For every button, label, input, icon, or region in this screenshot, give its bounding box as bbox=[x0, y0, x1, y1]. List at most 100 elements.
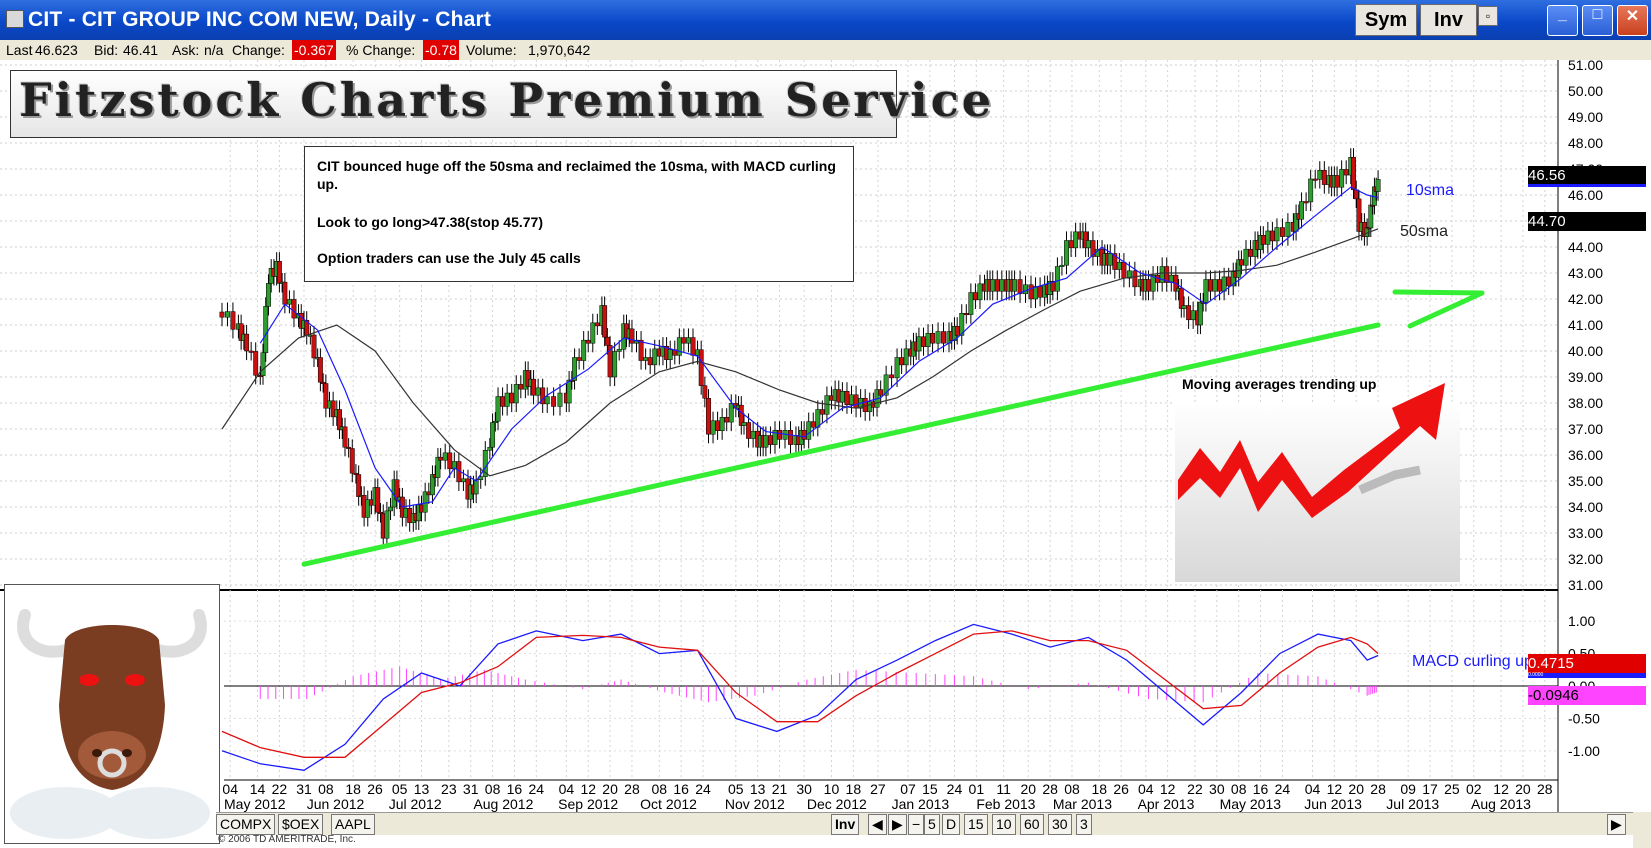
interval-60[interactable]: 60 bbox=[1020, 814, 1044, 835]
candle-body bbox=[972, 292, 978, 301]
date-tick-label: 08 bbox=[318, 781, 334, 797]
candle-body bbox=[1351, 157, 1356, 191]
candle-body bbox=[260, 352, 266, 376]
candle-body bbox=[365, 499, 371, 518]
candle-body bbox=[422, 491, 428, 513]
tab-compx[interactable]: COMPX bbox=[216, 814, 276, 835]
candle-body bbox=[690, 337, 696, 356]
candle-body bbox=[353, 472, 359, 475]
candle-body bbox=[1054, 266, 1060, 292]
tab-aapl[interactable]: AAPL bbox=[331, 814, 375, 835]
price-tick-label: 50.00 bbox=[1568, 83, 1603, 99]
date-tick-label: 22 bbox=[1187, 781, 1203, 797]
date-tick-label: 12 bbox=[1327, 781, 1343, 797]
candle-body bbox=[977, 283, 983, 301]
candle-body bbox=[894, 357, 900, 379]
price-tick-label: 41.00 bbox=[1568, 317, 1603, 333]
candle-body bbox=[681, 337, 687, 344]
date-tick-label: 08 bbox=[485, 781, 501, 797]
candle-body bbox=[746, 422, 752, 439]
candle-body bbox=[442, 452, 448, 461]
candle-body bbox=[576, 357, 582, 361]
hist-value-tag: -0.0946 bbox=[1528, 686, 1646, 705]
candle-body bbox=[378, 511, 383, 514]
candle-body bbox=[777, 430, 782, 440]
last-label: Last bbox=[6, 42, 33, 58]
minimize-icon[interactable]: _ bbox=[1547, 5, 1578, 36]
candle-body bbox=[968, 292, 974, 315]
candle-body bbox=[1012, 279, 1018, 292]
scroll-right-icon[interactable]: ▶ bbox=[888, 814, 907, 835]
inv-button[interactable]: Inv bbox=[1420, 4, 1477, 36]
interval-10[interactable]: 10 bbox=[992, 814, 1016, 835]
date-tick-label: 20 bbox=[1020, 781, 1036, 797]
scroll-end-icon[interactable]: ▶ bbox=[1607, 814, 1626, 835]
candle-body bbox=[819, 409, 825, 415]
sym-button[interactable]: Sym bbox=[1355, 4, 1417, 36]
candle-body bbox=[416, 504, 422, 522]
date-tick-label: 24 bbox=[947, 781, 963, 797]
candle-body bbox=[1121, 261, 1127, 279]
inv-toggle[interactable]: Inv bbox=[831, 814, 860, 835]
candle-body bbox=[702, 385, 708, 399]
candle-body bbox=[1265, 230, 1271, 245]
candle-body bbox=[349, 448, 355, 474]
tab-oex[interactable]: $OEX bbox=[278, 814, 324, 835]
candle-body bbox=[375, 487, 381, 513]
candle-body bbox=[1260, 235, 1266, 245]
candle-body bbox=[585, 339, 591, 344]
interval-d[interactable]: D bbox=[942, 814, 961, 835]
scroll-left-icon[interactable]: ◀ bbox=[868, 814, 887, 835]
candle-body bbox=[903, 348, 909, 366]
chart-app-icon bbox=[6, 10, 24, 28]
candle-body bbox=[801, 430, 807, 440]
candle-body bbox=[438, 456, 444, 461]
candle-body bbox=[889, 374, 895, 379]
month-label: Jun 2013 bbox=[1304, 796, 1362, 812]
month-label: Jul 2012 bbox=[389, 796, 442, 812]
candle-body bbox=[276, 261, 282, 284]
maximize-icon[interactable]: □ bbox=[1582, 5, 1613, 36]
candle-body bbox=[839, 391, 845, 403]
candle-body bbox=[490, 422, 496, 448]
candle-body bbox=[253, 351, 259, 376]
date-tick-label: 16 bbox=[673, 781, 689, 797]
date-tick-label: 26 bbox=[367, 781, 383, 797]
price-tick-label: 37.00 bbox=[1568, 421, 1603, 437]
resize-grip[interactable] bbox=[1633, 812, 1651, 848]
candle-body bbox=[815, 409, 821, 428]
note-line-2: Look to go long>47.38(stop 45.77) bbox=[317, 214, 543, 230]
date-tick-label: 26 bbox=[1113, 781, 1129, 797]
ask-value: n/a bbox=[204, 42, 224, 58]
sma50-label: 50sma bbox=[1400, 223, 1449, 240]
date-tick-label: 08 bbox=[652, 781, 668, 797]
date-tick-label: 17 bbox=[1422, 781, 1438, 797]
candle-body bbox=[531, 378, 537, 396]
candle-body bbox=[1279, 227, 1285, 237]
sma10-line bbox=[259, 186, 1379, 508]
interval-30[interactable]: 30 bbox=[1048, 814, 1072, 835]
candle-body bbox=[337, 409, 342, 431]
macd-tick-label: 1.00 bbox=[1568, 613, 1595, 629]
close-icon[interactable]: ✕ bbox=[1617, 5, 1648, 36]
candle-body bbox=[342, 426, 348, 448]
candle-body bbox=[248, 350, 254, 353]
candle-body bbox=[263, 306, 269, 353]
candle-body bbox=[1085, 240, 1091, 249]
candle-body bbox=[1083, 231, 1089, 249]
date-tick-label: 31 bbox=[463, 781, 479, 797]
candle-body bbox=[643, 357, 649, 361]
candle-body bbox=[525, 370, 531, 387]
interval-3[interactable]: 3 bbox=[1076, 814, 1092, 835]
candle-body bbox=[1299, 201, 1305, 220]
candle-body bbox=[959, 313, 965, 336]
candle-body bbox=[1150, 274, 1156, 292]
date-tick-label: 18 bbox=[846, 781, 862, 797]
interval-5[interactable]: 5 bbox=[924, 814, 940, 835]
date-tick-label: 12 bbox=[580, 781, 596, 797]
interval-15[interactable]: 15 bbox=[964, 814, 988, 835]
zoom-out-icon[interactable]: − bbox=[908, 814, 925, 835]
candle-body bbox=[1334, 175, 1340, 188]
date-tick-label: 15 bbox=[922, 781, 938, 797]
restore-small-icon[interactable]: ▫ bbox=[1478, 6, 1498, 26]
